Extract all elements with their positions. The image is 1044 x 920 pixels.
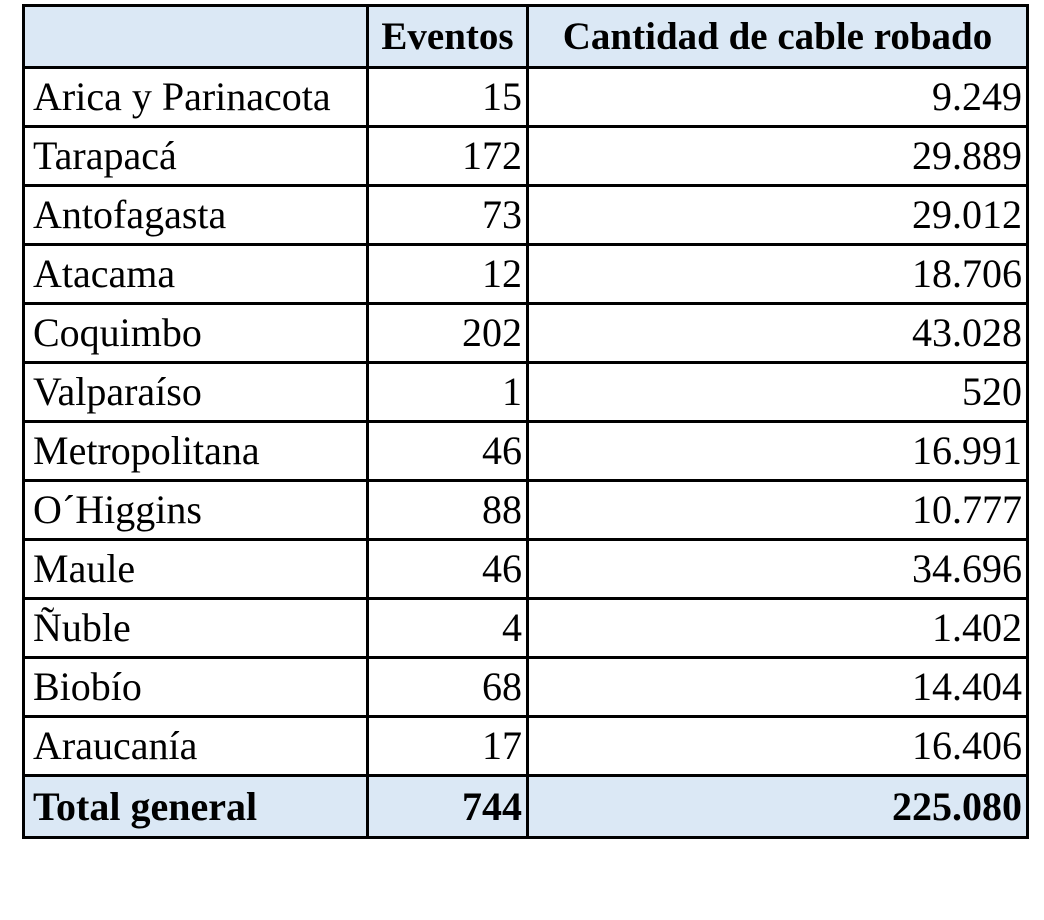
eventos-cell: 1: [366, 361, 529, 423]
table-row: Antofagasta 73 29.012: [22, 184, 1029, 246]
table-row: Tarapacá 172 29.889: [22, 125, 1029, 187]
eventos-cell: 172: [366, 125, 529, 187]
table-row: Arica y Parinacota 15 9.249: [22, 66, 1029, 128]
cable-cell: 10.777: [526, 479, 1029, 541]
table-row: Ñuble 4 1.402: [22, 597, 1029, 659]
total-row: Total general 744 225.080: [22, 774, 1029, 839]
cable-cell: 520: [526, 361, 1029, 423]
region-cell: Metropolitana: [22, 420, 369, 482]
table-row: Valparaíso 1 520: [22, 361, 1029, 423]
table-row: Maule 46 34.696: [22, 538, 1029, 600]
table-row: Metropolitana 46 16.991: [22, 420, 1029, 482]
eventos-cell: 4: [366, 597, 529, 659]
table-row: O´Higgins 88 10.777: [22, 479, 1029, 541]
table-row: Atacama 12 18.706: [22, 243, 1029, 305]
region-cell: Araucanía: [22, 715, 369, 777]
eventos-cell: 46: [366, 538, 529, 600]
cable-cell: 16.406: [526, 715, 1029, 777]
table-row: Araucanía 17 16.406: [22, 715, 1029, 777]
eventos-cell: 202: [366, 302, 529, 364]
region-cell: Atacama: [22, 243, 369, 305]
table-row: Biobío 68 14.404: [22, 656, 1029, 718]
cable-cell: 9.249: [526, 66, 1029, 128]
region-cell: Tarapacá: [22, 125, 369, 187]
region-cell: Antofagasta: [22, 184, 369, 246]
header-eventos: Eventos: [366, 4, 529, 69]
eventos-cell: 12: [366, 243, 529, 305]
eventos-cell: 15: [366, 66, 529, 128]
cable-cell: 29.012: [526, 184, 1029, 246]
cable-cell: 16.991: [526, 420, 1029, 482]
region-cell: Ñuble: [22, 597, 369, 659]
total-eventos-cell: 744: [366, 774, 529, 839]
region-cell: Arica y Parinacota: [22, 66, 369, 128]
region-cell: Maule: [22, 538, 369, 600]
header-cantidad-cable: Cantidad de cable robado: [526, 4, 1029, 69]
cable-cell: 18.706: [526, 243, 1029, 305]
cable-cell: 1.402: [526, 597, 1029, 659]
header-corner-cell: [22, 4, 369, 69]
cable-cell: 14.404: [526, 656, 1029, 718]
cable-cell: 29.889: [526, 125, 1029, 187]
cable-cell: 34.696: [526, 538, 1029, 600]
eventos-cell: 73: [366, 184, 529, 246]
table-row: Coquimbo 202 43.028: [22, 302, 1029, 364]
region-cell: Biobío: [22, 656, 369, 718]
region-cell: Valparaíso: [22, 361, 369, 423]
region-cell: O´Higgins: [22, 479, 369, 541]
total-cable-cell: 225.080: [526, 774, 1029, 839]
eventos-cell: 68: [366, 656, 529, 718]
eventos-cell: 17: [366, 715, 529, 777]
eventos-cell: 88: [366, 479, 529, 541]
eventos-cell: 46: [366, 420, 529, 482]
header-row: Eventos Cantidad de cable robado: [22, 4, 1029, 69]
region-cell: Coquimbo: [22, 302, 369, 364]
cable-theft-table-container: Eventos Cantidad de cable robado Arica y…: [22, 4, 1029, 839]
cable-theft-table: Eventos Cantidad de cable robado Arica y…: [22, 4, 1029, 839]
table-body: Arica y Parinacota 15 9.249 Tarapacá 172…: [22, 66, 1029, 839]
cable-cell: 43.028: [526, 302, 1029, 364]
total-label-cell: Total general: [22, 774, 369, 839]
